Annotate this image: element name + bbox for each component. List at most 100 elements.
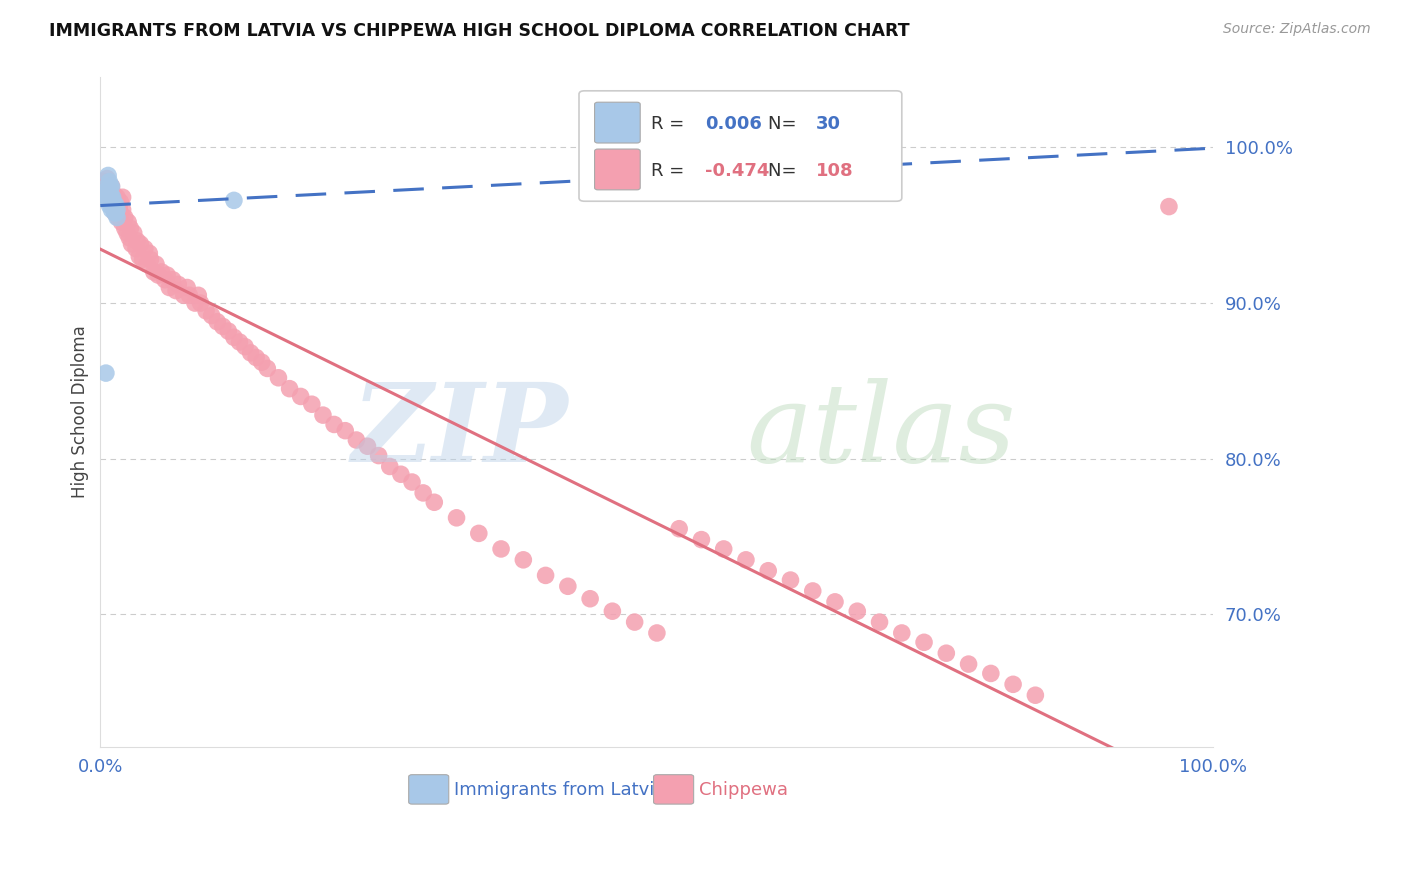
Point <box>824 595 846 609</box>
Point <box>104 198 127 212</box>
Text: Immigrants from Latvia: Immigrants from Latvia <box>454 781 666 799</box>
Point <box>250 355 273 369</box>
Point <box>110 194 132 209</box>
Point <box>150 265 173 279</box>
Point <box>129 236 152 251</box>
Text: 30: 30 <box>815 115 841 133</box>
Point <box>184 296 207 310</box>
Point <box>579 591 602 606</box>
Point <box>118 231 141 245</box>
Point <box>96 190 118 204</box>
Point <box>103 187 125 202</box>
Text: R =: R = <box>651 115 690 133</box>
Point <box>256 361 278 376</box>
Point <box>101 190 124 204</box>
Point <box>153 273 176 287</box>
Point <box>401 475 423 489</box>
Point <box>312 408 335 422</box>
Point <box>98 175 121 189</box>
Point <box>110 206 132 220</box>
Point <box>111 190 134 204</box>
Point <box>104 194 127 209</box>
Y-axis label: High School Diploma: High School Diploma <box>72 326 89 499</box>
Point <box>114 211 136 225</box>
Point <box>935 646 957 660</box>
Point <box>97 187 120 202</box>
Point <box>103 194 125 209</box>
Text: R =: R = <box>651 162 690 180</box>
Point <box>98 184 121 198</box>
Point <box>94 187 117 202</box>
Point <box>228 334 250 349</box>
Point <box>239 346 262 360</box>
Point <box>367 449 389 463</box>
Point <box>93 175 115 189</box>
Point <box>105 190 128 204</box>
Point <box>138 246 160 260</box>
Point <box>735 553 758 567</box>
Point <box>756 564 779 578</box>
Point <box>98 179 121 194</box>
Point <box>100 194 122 209</box>
Point <box>100 190 122 204</box>
Point <box>301 397 323 411</box>
Text: 108: 108 <box>815 162 853 180</box>
Point <box>323 417 346 432</box>
Point <box>801 584 824 599</box>
Point <box>278 382 301 396</box>
Point <box>957 657 980 672</box>
Point <box>233 340 256 354</box>
Point <box>1157 200 1180 214</box>
Point <box>103 200 125 214</box>
Point <box>145 257 167 271</box>
Point <box>167 277 190 292</box>
Point <box>105 211 128 225</box>
Point <box>94 366 117 380</box>
Point <box>980 666 1002 681</box>
Point <box>779 573 801 587</box>
Point <box>98 187 121 202</box>
Point <box>412 486 434 500</box>
Point <box>98 198 121 212</box>
Point <box>125 242 148 256</box>
Point <box>104 206 127 220</box>
Point <box>335 424 357 438</box>
Point <box>110 215 132 229</box>
FancyBboxPatch shape <box>409 774 449 804</box>
Point <box>157 280 180 294</box>
Point <box>912 635 935 649</box>
Point <box>94 184 117 198</box>
Point <box>125 234 148 248</box>
Point <box>107 211 129 225</box>
Point <box>97 194 120 208</box>
Point <box>423 495 446 509</box>
Point <box>98 184 121 198</box>
FancyBboxPatch shape <box>654 774 693 804</box>
Point <box>713 541 735 556</box>
Point <box>122 226 145 240</box>
Point <box>378 459 401 474</box>
Point <box>111 202 134 217</box>
Point <box>100 179 122 194</box>
Point <box>105 202 128 217</box>
Point <box>101 200 124 214</box>
Point <box>104 198 127 212</box>
Point <box>179 288 201 302</box>
Point <box>201 309 224 323</box>
Point <box>96 171 118 186</box>
Point <box>344 433 367 447</box>
Point <box>187 288 209 302</box>
Point <box>100 179 122 194</box>
Point <box>211 319 233 334</box>
Point <box>356 439 378 453</box>
Point <box>690 533 713 547</box>
Point <box>104 206 127 220</box>
Point <box>114 221 136 235</box>
Text: 0.006: 0.006 <box>704 115 762 133</box>
Point <box>134 242 156 256</box>
Point <box>512 553 534 567</box>
Point <box>98 194 121 209</box>
Point <box>148 268 170 282</box>
Point <box>165 284 187 298</box>
Point <box>108 200 131 214</box>
